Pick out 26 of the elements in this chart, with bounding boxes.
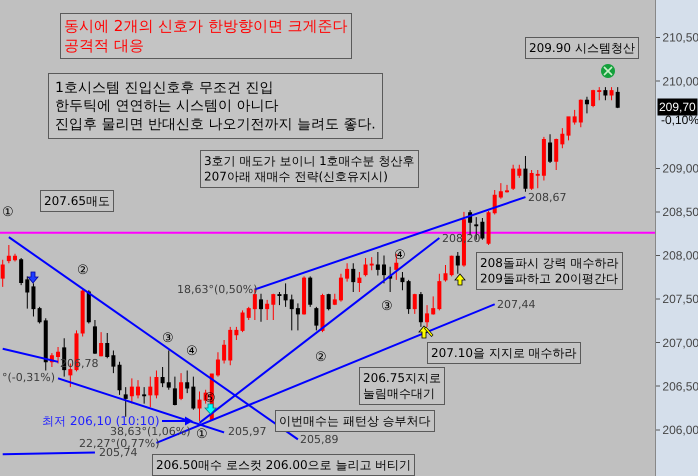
annotation: 최저 206,10 (10:10) <box>42 414 160 428</box>
annotation: 206.75지지로 눌림매수대기 <box>363 371 441 401</box>
annotation: 207,44 <box>497 298 536 311</box>
annotation: 209.90 시스템청산 <box>529 41 635 55</box>
annotation: ① <box>2 205 14 220</box>
annotation: ③ <box>381 299 393 314</box>
annotation: °(-0,31%) <box>2 371 55 384</box>
annotation: ④ <box>186 344 198 359</box>
annotation: ② <box>77 263 89 278</box>
annotation: ③ <box>162 331 174 346</box>
annotation: 이번매수는 패턴상 승부처다 <box>279 414 431 428</box>
annotation: 208돌파시 강력 매수하라 209돌파하고 20이평간다 <box>480 256 619 286</box>
annotation: 207.65매도 <box>44 194 110 208</box>
annotation: 205,97 <box>228 425 266 438</box>
annotation: 18,63°(0,50%) <box>177 283 258 296</box>
annotation: 208,67 <box>528 191 566 204</box>
text: 209,70 <box>659 100 696 114</box>
annotation: 3호기 매도가 보이니 1호매수분 청산후 207아래 재매수 전략(신호유지시) <box>204 154 415 184</box>
annotation: ① <box>196 427 208 442</box>
annotation: ② <box>315 350 327 365</box>
annotation: 205,89 <box>300 433 338 446</box>
annotation: 206.50매수 로스컷 206.00으로 늘리고 버티기 <box>156 458 412 472</box>
annotation: ④ <box>394 248 406 263</box>
annotation: 1호시스템 진입신호후 무조건 진입 한두틱에 연연하는 시스템이 아니다 진입후 물리면 반대신호 나오기전까지 늘려도 좋다. <box>55 80 376 132</box>
annotation: 동시에 2개의 신호가 한방향이면 크게준다 공격적 대응 <box>64 17 348 54</box>
annotation: 207.10을 지지로 매수하라 <box>431 346 577 360</box>
